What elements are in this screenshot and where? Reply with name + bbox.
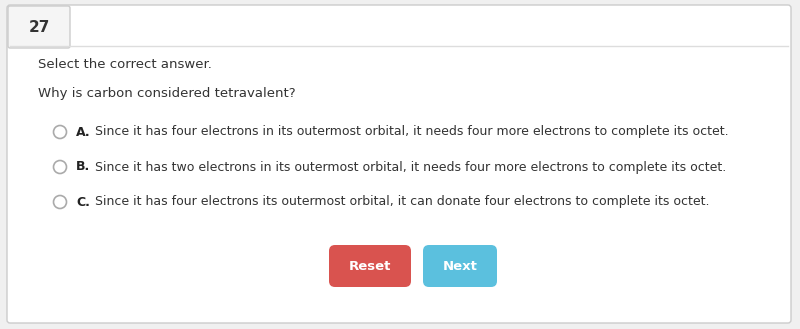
Text: B.: B.	[76, 161, 90, 173]
Text: Since it has two electrons in its outermost orbital, it needs four more electron: Since it has two electrons in its outerm…	[95, 161, 726, 173]
Text: Reset: Reset	[349, 260, 391, 272]
Text: Why is carbon considered tetravalent?: Why is carbon considered tetravalent?	[38, 88, 296, 100]
FancyBboxPatch shape	[423, 245, 497, 287]
Text: 27: 27	[28, 19, 50, 35]
Circle shape	[54, 161, 66, 173]
FancyBboxPatch shape	[329, 245, 411, 287]
Circle shape	[54, 195, 66, 209]
FancyBboxPatch shape	[8, 6, 70, 48]
Text: Next: Next	[442, 260, 478, 272]
Text: Select the correct answer.: Select the correct answer.	[38, 58, 212, 70]
FancyBboxPatch shape	[7, 5, 791, 323]
Circle shape	[54, 125, 66, 139]
Text: C.: C.	[76, 195, 90, 209]
Text: A.: A.	[76, 125, 90, 139]
Text: Since it has four electrons in its outermost orbital, it needs four more electro: Since it has four electrons in its outer…	[95, 125, 729, 139]
Text: Since it has four electrons its outermost orbital, it can donate four electrons : Since it has four electrons its outermos…	[95, 195, 710, 209]
